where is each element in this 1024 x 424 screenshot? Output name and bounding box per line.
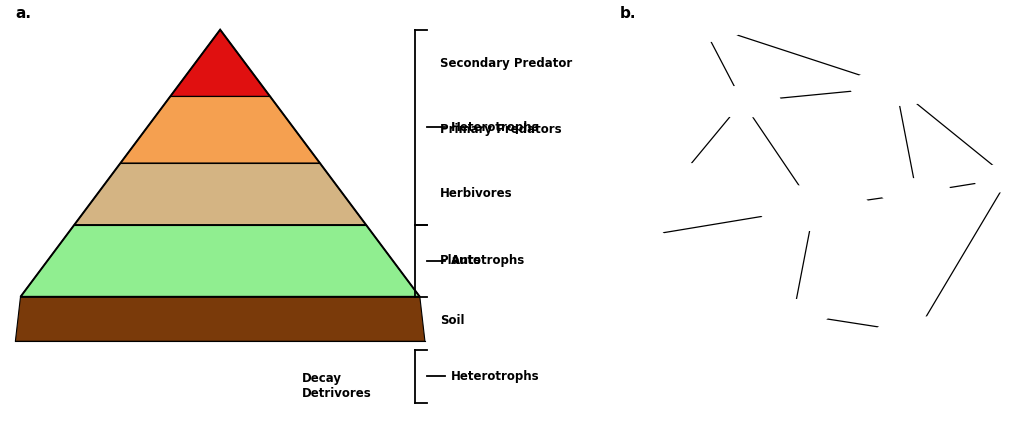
Polygon shape: [15, 297, 425, 341]
Text: Autotrophs: Autotrophs: [451, 254, 525, 267]
Text: Heterotrophs: Heterotrophs: [451, 370, 540, 383]
Text: Heterotrophs: Heterotrophs: [451, 121, 540, 134]
Circle shape: [648, 162, 714, 190]
Circle shape: [758, 299, 829, 329]
Circle shape: [850, 68, 942, 106]
Text: Decay
Detrivores: Decay Detrivores: [302, 372, 372, 400]
Polygon shape: [20, 225, 420, 297]
Text: Plants: Plants: [440, 254, 482, 267]
Circle shape: [876, 316, 957, 350]
Polygon shape: [170, 30, 270, 97]
Text: b.: b.: [620, 6, 636, 21]
Circle shape: [973, 163, 1024, 193]
Text: Secondary Predator: Secondary Predator: [440, 56, 572, 70]
Text: Soil: Soil: [440, 314, 465, 327]
Text: Herbivores: Herbivores: [440, 187, 513, 201]
Polygon shape: [121, 97, 319, 163]
Text: Primary Predators: Primary Predators: [440, 123, 562, 137]
Circle shape: [604, 225, 666, 250]
Circle shape: [758, 184, 870, 231]
Circle shape: [703, 86, 781, 118]
Circle shape: [655, 4, 748, 42]
Circle shape: [881, 178, 952, 208]
Text: a.: a.: [15, 6, 32, 21]
Polygon shape: [75, 163, 366, 225]
